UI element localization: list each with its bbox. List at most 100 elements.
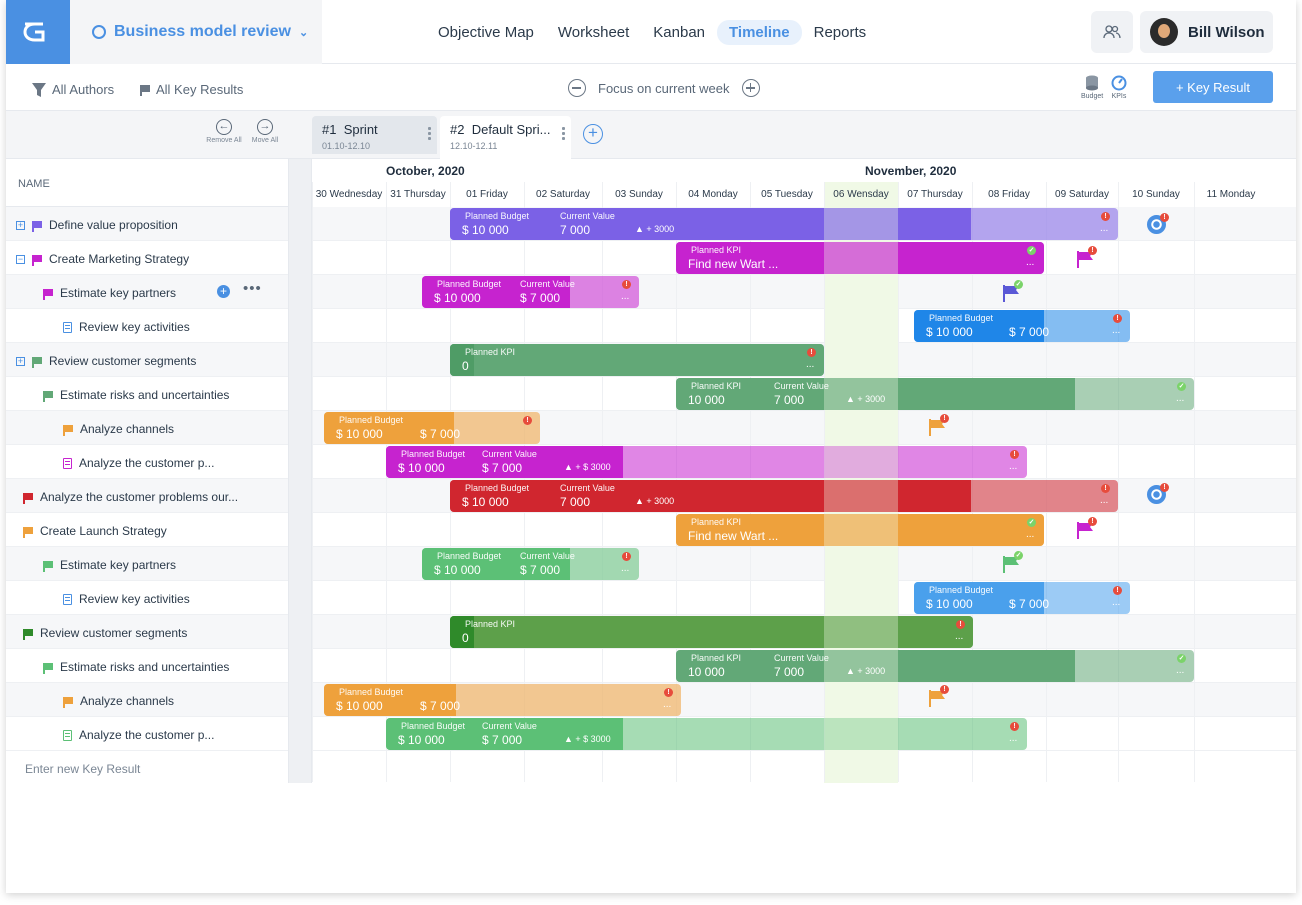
row-label: Define value proposition bbox=[49, 218, 178, 232]
key-results-filter[interactable]: All Key Results bbox=[140, 82, 243, 97]
row-label: Create Launch Strategy bbox=[40, 524, 167, 538]
timeline-bar[interactable]: Planned KPI Find new Wart ...... bbox=[676, 242, 1044, 274]
sprint-name: Default Spri... bbox=[471, 122, 551, 137]
sprint-name: Sprint bbox=[343, 122, 378, 137]
bar-more: ... bbox=[1176, 665, 1185, 676]
table-row[interactable]: Review key activities bbox=[6, 581, 1296, 615]
bar-progress bbox=[450, 480, 972, 512]
add-sprint-button[interactable]: + bbox=[583, 124, 603, 144]
bar-label: Planned Budget bbox=[339, 415, 404, 425]
table-row[interactable]: Estimate key partners bbox=[6, 547, 1296, 581]
alert-icon: ! bbox=[1113, 314, 1122, 323]
user-name: Bill Wilson bbox=[1188, 23, 1265, 41]
flag-icon bbox=[23, 526, 33, 538]
user-menu[interactable]: Bill Wilson bbox=[1140, 11, 1273, 53]
timeline-bar[interactable]: Planned Budget $ 10 000 Current Value $ 7 0… bbox=[386, 718, 1027, 750]
tab-sprint-2[interactable]: #2 Default Spri... 12.10-12.11 bbox=[440, 116, 571, 159]
more-icon[interactable] bbox=[428, 126, 431, 140]
main-nav: Objective Map Worksheet Kanban Timeline … bbox=[426, 20, 878, 45]
bar-value: $ 10 000 bbox=[926, 325, 973, 339]
project-selector[interactable]: Business model review ⌄ bbox=[70, 0, 322, 64]
zoom-in-button[interactable] bbox=[741, 79, 760, 97]
today-overlay bbox=[824, 446, 898, 478]
bar-label: Planned Budget bbox=[437, 279, 502, 289]
add-child-icon[interactable]: + bbox=[217, 285, 230, 298]
alert-icon: ! bbox=[1088, 246, 1097, 255]
row-label-group: Review key activities bbox=[56, 592, 190, 606]
budget-toggle[interactable]: Budget bbox=[1081, 75, 1103, 100]
tab-sprint-1[interactable]: #1 Sprint 01.10-12.10 bbox=[312, 116, 437, 154]
timeline-bar[interactable]: Planned Budget $ 10 000 $ 7 000 bbox=[324, 412, 540, 444]
row-label-group: Create Launch Strategy bbox=[16, 524, 167, 538]
bar-more: ... bbox=[1009, 733, 1018, 744]
focus-label[interactable]: Focus on current week bbox=[598, 80, 730, 96]
row-label-group: Analyze the customer p... bbox=[56, 728, 214, 742]
table-row[interactable]: Review key activities bbox=[6, 309, 1296, 343]
bar-value-secondary: $ 7 000 bbox=[1009, 325, 1050, 339]
zoom-out-button[interactable] bbox=[568, 79, 586, 97]
table-row[interactable]: Create Launch Strategy#1 bbox=[6, 513, 1296, 547]
authors-filter-label: All Authors bbox=[52, 82, 115, 97]
timeline-bar[interactable]: Planned KPI Find new Wart ...... bbox=[676, 514, 1044, 546]
app-logo[interactable] bbox=[6, 0, 70, 64]
timeline-bar[interactable]: Planned KPI 0... bbox=[450, 344, 824, 376]
timeline-bar[interactable]: Planned Budget $ 10 000 Current Value $ 7 0… bbox=[422, 276, 639, 308]
kpis-toggle[interactable]: KPIs bbox=[1108, 75, 1130, 100]
nav-objective-map[interactable]: Objective Map bbox=[438, 24, 534, 41]
table-row[interactable]: Estimate key partners+•••→ bbox=[6, 275, 1296, 309]
timeline-bar[interactable]: Planned Budget $ 10 000 Current Value $ 7 0… bbox=[422, 548, 639, 580]
timeline-bar[interactable]: Planned Budget $ 10 000 $ 7 000... bbox=[914, 310, 1130, 342]
move-all-button[interactable]: → Move All bbox=[245, 119, 285, 144]
nav-reports[interactable]: Reports bbox=[813, 24, 867, 41]
table-row[interactable]: Analyze the customer p... bbox=[6, 445, 1296, 479]
add-key-result-button[interactable]: + Key Result bbox=[1153, 71, 1273, 103]
today-overlay bbox=[824, 616, 898, 648]
nav-timeline[interactable]: Timeline bbox=[717, 20, 802, 45]
new-key-result-input[interactable]: Enter new Key Result bbox=[25, 762, 141, 776]
timeline-bar[interactable]: Planned KPI 10 000 Current Value 7 000 ▲ + 3… bbox=[676, 650, 1194, 682]
table-row[interactable]: Analyze channels bbox=[6, 411, 1296, 445]
expand-toggle-icon[interactable]: + bbox=[16, 355, 25, 366]
bar-value: Find new Wart ... bbox=[688, 529, 779, 543]
bar-progress bbox=[386, 446, 624, 478]
remove-all-button[interactable]: ← Remove All bbox=[204, 119, 244, 144]
timeline-bar[interactable]: Planned Budget $ 10 000 $ 7 000... bbox=[324, 684, 681, 716]
table-row[interactable]: Estimate risks and uncertainties bbox=[6, 649, 1296, 683]
bar-label-secondary: Current Value bbox=[560, 211, 615, 221]
day-header: 30 Wednesday bbox=[315, 189, 383, 200]
logo-icon bbox=[23, 22, 45, 42]
timeline-bar[interactable]: Planned Budget $ 10 000 Current Value 7 000… bbox=[450, 480, 1118, 512]
filter-icon bbox=[32, 82, 46, 97]
table-row[interactable]: Analyze the customer p... bbox=[6, 717, 1296, 751]
team-button[interactable] bbox=[1091, 11, 1133, 53]
nav-kanban[interactable]: Kanban bbox=[653, 24, 706, 41]
row-label: Analyze the customer p... bbox=[79, 456, 215, 470]
bar-label: Planned Budget bbox=[339, 687, 404, 697]
bar-label: Planned Budget bbox=[465, 483, 530, 493]
table-row[interactable]: −Create Marketing Strategy#2 bbox=[6, 241, 1296, 275]
expand-toggle-icon[interactable]: − bbox=[16, 253, 25, 264]
timeline-bar[interactable]: Planned Budget $ 10 000 Current Value 7 000… bbox=[450, 208, 1118, 240]
today-overlay bbox=[824, 378, 898, 410]
alert-icon: ! bbox=[1101, 212, 1110, 221]
authors-filter[interactable]: All Authors bbox=[32, 82, 114, 97]
bar-progress bbox=[450, 208, 972, 240]
row-label-group: Analyze channels bbox=[56, 694, 174, 708]
table-row[interactable]: Estimate risks and uncertainties bbox=[6, 377, 1296, 411]
bar-label: Planned Budget bbox=[401, 721, 466, 731]
bar-progress bbox=[676, 650, 1075, 682]
timeline-bar[interactable]: Planned KPI 10 000 Current Value 7 000 ▲ + 3… bbox=[676, 378, 1194, 410]
expand-toggle-icon[interactable]: + bbox=[16, 219, 25, 230]
more-icon[interactable]: ••• bbox=[243, 280, 262, 297]
bar-label: Planned Budget bbox=[465, 211, 530, 221]
nav-worksheet[interactable]: Worksheet bbox=[557, 24, 630, 41]
row-label: Analyze channels bbox=[80, 422, 175, 436]
bar-progress bbox=[914, 582, 1044, 614]
alert-icon: ! bbox=[622, 552, 631, 561]
timeline-bar[interactable]: Planned KPI 0... bbox=[450, 616, 973, 648]
more-icon[interactable] bbox=[562, 126, 565, 140]
timeline-bar[interactable]: Planned Budget $ 10 000 Current Value $ 7 0… bbox=[386, 446, 1027, 478]
alert-icon: ! bbox=[1101, 484, 1110, 493]
timeline-bar[interactable]: Planned Budget $ 10 000 $ 7 000... bbox=[914, 582, 1130, 614]
bar-value-secondary: $ 7 000 bbox=[482, 461, 523, 475]
